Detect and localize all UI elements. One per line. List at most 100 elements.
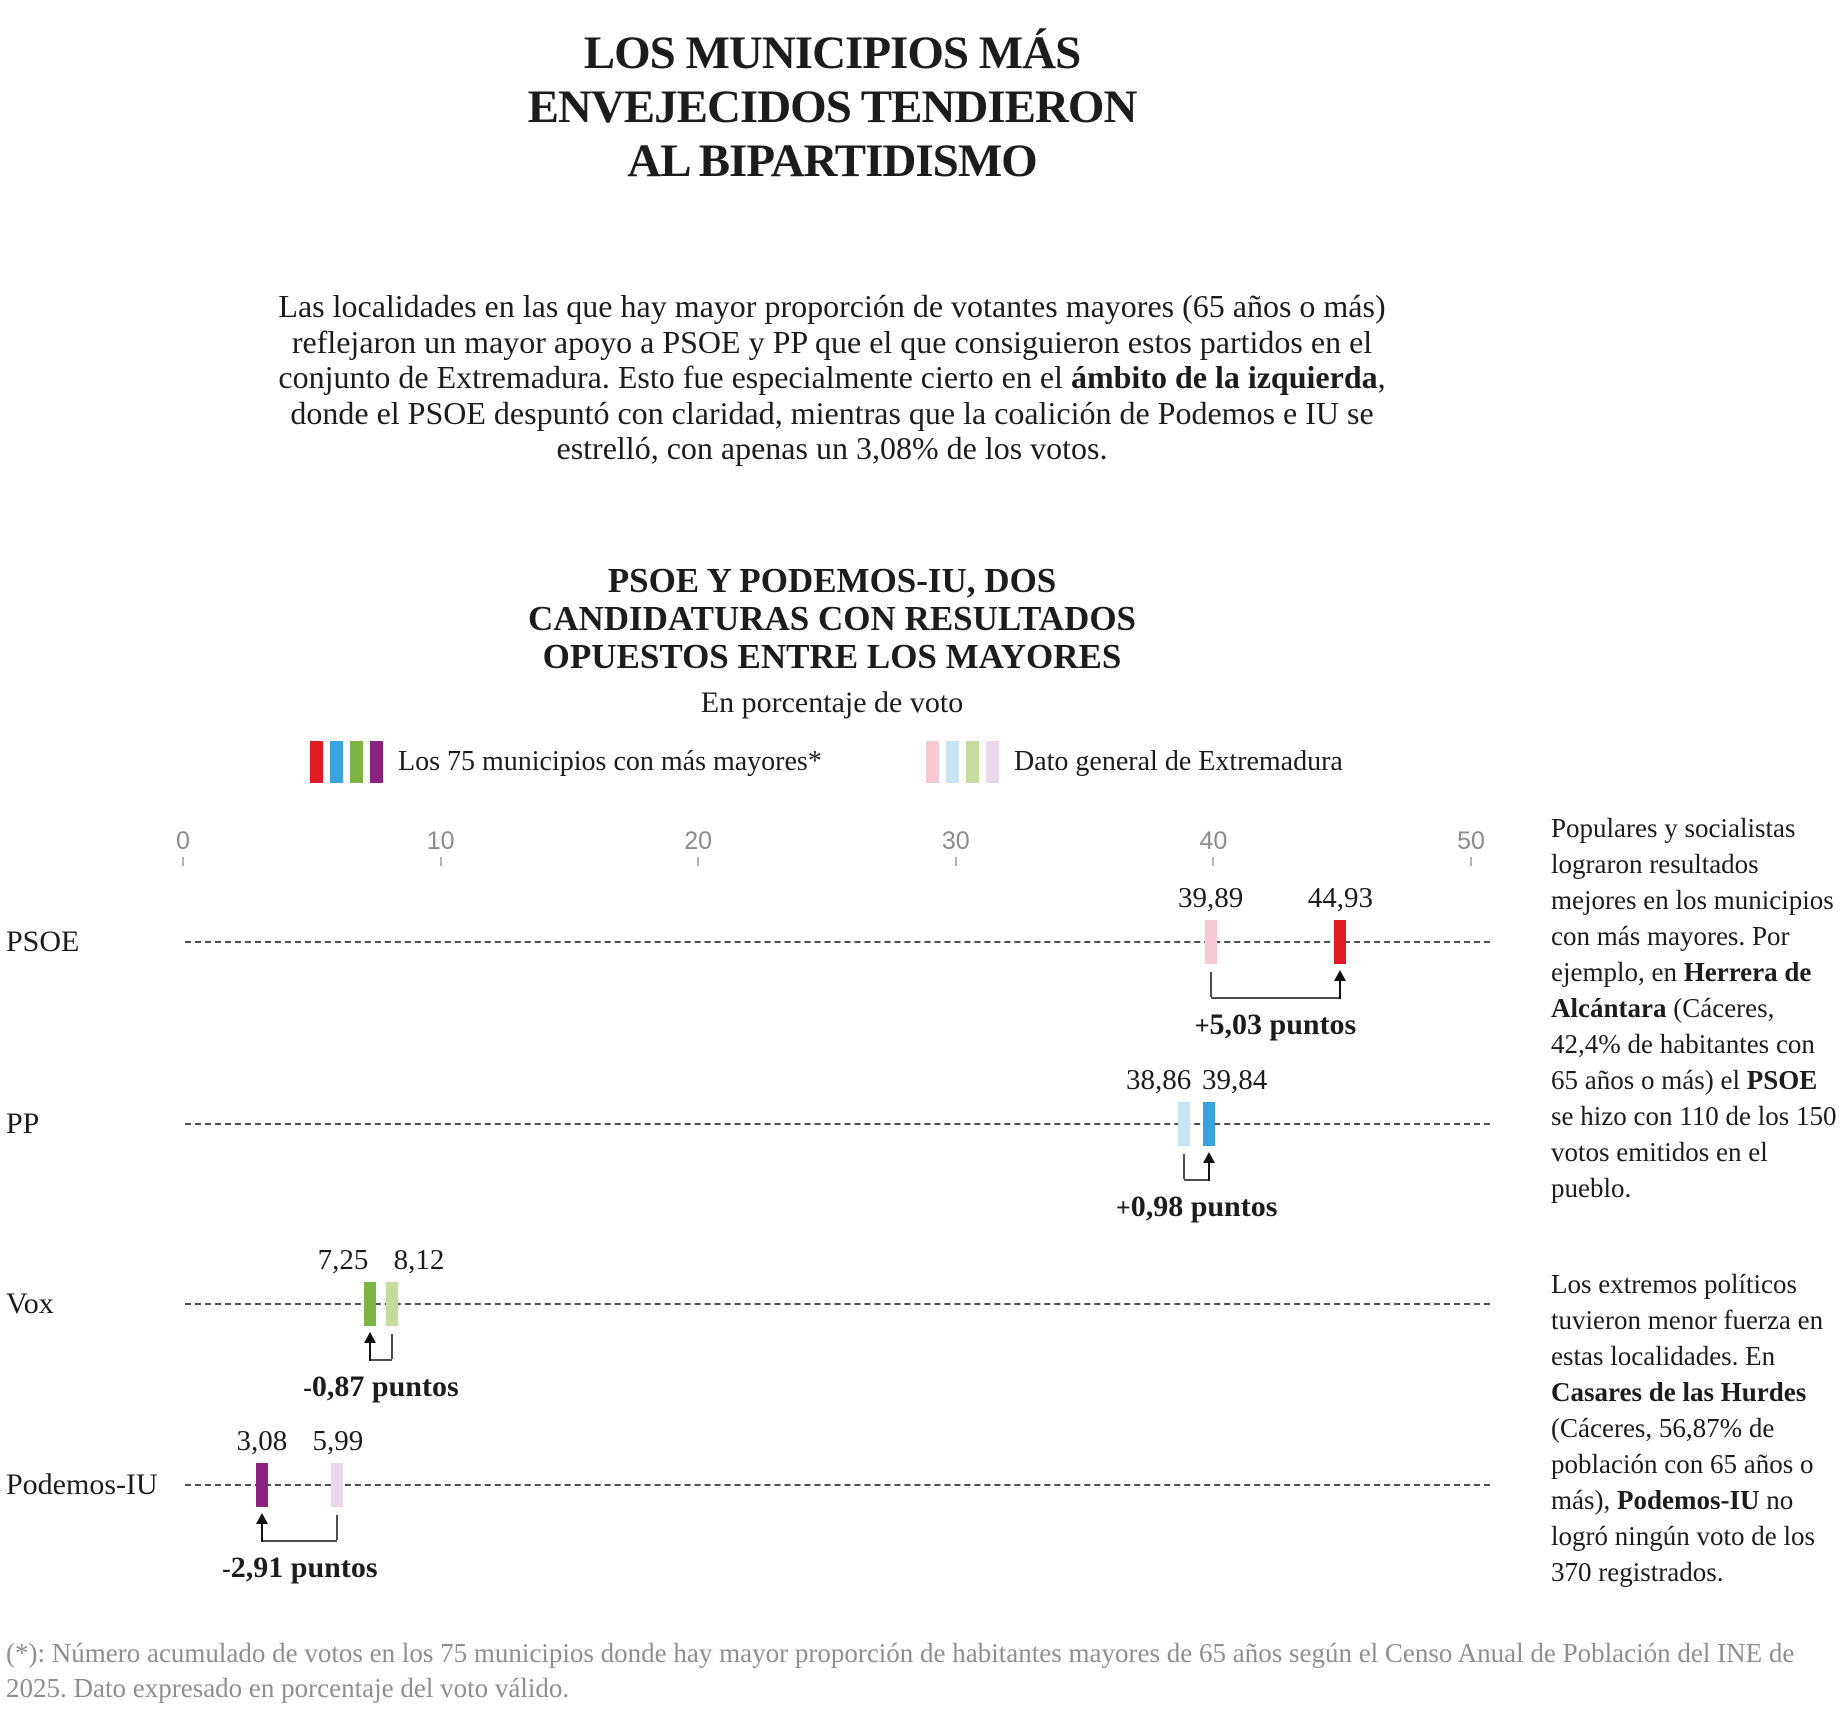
legend-swatch xyxy=(330,741,343,783)
legend-swatch xyxy=(966,741,979,783)
value-label-municipios: 44,93 xyxy=(1307,882,1374,914)
legend-item-extremadura: Dato general de Extremadura xyxy=(926,740,1343,784)
delta-arrow-stem xyxy=(1208,1163,1211,1181)
annotation-bold-text: Podemos-IU xyxy=(1616,1485,1760,1515)
value-label-general: 38,86 xyxy=(1126,1064,1192,1096)
legend-swatch xyxy=(370,741,383,783)
bar-general xyxy=(331,1463,344,1507)
delta-text: 5,03 puntos xyxy=(1209,1008,1357,1041)
annotation-psoe-pp: Populares y socialistas lograron resulta… xyxy=(1551,810,1846,1206)
intro-text: , donde el PSOE despuntó con claridad, m… xyxy=(290,359,1386,466)
delta-bracket-vertical xyxy=(336,1515,339,1540)
axis-tick-mark xyxy=(954,857,957,866)
axis-tick-label: 50 xyxy=(1457,827,1485,855)
axis-tick-mark xyxy=(182,857,184,866)
party-label: PSOE xyxy=(6,925,80,958)
annotation-bold-text: Herrera de Alcántara xyxy=(1551,957,1812,1023)
delta-label: +5,03 puntos xyxy=(1125,1008,1425,1042)
axis-tick-label: 10 xyxy=(426,827,455,855)
delta-arrow-head xyxy=(256,1513,269,1524)
delta-bracket-horizontal xyxy=(1184,1179,1210,1181)
bar-municipios xyxy=(256,1463,269,1507)
delta-text: 2,91 puntos xyxy=(230,1551,378,1584)
legend-label-municipios: Los 75 municipios con más mayores* xyxy=(398,746,822,777)
intro-paragraph: Las localidades en las que hay mayor pro… xyxy=(277,288,1387,467)
annotation-text: (Cáceres, 42,4% de habitantes con 65 año… xyxy=(1551,993,1815,1095)
axis-tick-mark xyxy=(439,857,442,866)
delta-sign: + xyxy=(1115,1193,1131,1222)
annotation-text: Los extremos políticos tuvieron menor fu… xyxy=(1551,1269,1824,1371)
delta-text: 0,87 puntos xyxy=(311,1370,459,1403)
main-title-line: ENVEJECIDOS TENDIERON xyxy=(527,81,1138,133)
legend-swatch xyxy=(310,741,323,783)
legend-swatch xyxy=(350,741,363,783)
main-title-line: AL BIPARTIDISMO xyxy=(627,135,1037,187)
axis-tick-label: 30 xyxy=(941,827,970,855)
value-label-municipios: 39,84 xyxy=(1202,1064,1268,1096)
delta-bracket-vertical xyxy=(1183,1154,1186,1179)
delta-bracket-horizontal xyxy=(1210,997,1341,999)
annotation-text: Populares y socialistas lograron resulta… xyxy=(1551,813,1834,987)
main-title-line: LOS MUNICIPIOS MÁS xyxy=(583,27,1081,79)
chart-title-line: PSOE Y PODEMOS-IU, DOS xyxy=(607,561,1057,600)
annotation-text: se hizo con 110 de los 150 votos emitido… xyxy=(1551,1101,1837,1203)
row-dotted-line xyxy=(185,1484,1490,1486)
delta-text: 0,98 puntos xyxy=(1130,1190,1278,1223)
delta-bracket-horizontal xyxy=(262,1540,338,1542)
axis-tick-mark xyxy=(697,857,700,866)
annotation-text: no logró ningún voto de los 370 registra… xyxy=(1551,1485,1815,1587)
delta-label: -0,87 puntos xyxy=(231,1370,531,1404)
delta-sign: + xyxy=(1194,1011,1210,1040)
value-label-general: 8,12 xyxy=(393,1244,445,1276)
value-label-general: 39,89 xyxy=(1177,882,1244,914)
legend-label-extremadura: Dato general de Extremadura xyxy=(1014,746,1343,777)
bar-general xyxy=(1204,920,1217,964)
delta-bracket-vertical xyxy=(391,1334,394,1359)
row-dotted-line xyxy=(185,941,1490,943)
annotation-extremos: Los extremos políticos tuvieron menor fu… xyxy=(1551,1266,1846,1590)
annotation-text: (Cáceres, 56,87% de población con 65 año… xyxy=(1551,1413,1814,1515)
bar-municipios xyxy=(363,1282,376,1326)
bar-municipios xyxy=(1203,1102,1216,1146)
axis-tick-label: 20 xyxy=(684,827,713,855)
chart-title-line: OPUESTOS ENTRE LOS MAYORES xyxy=(542,637,1122,676)
chart-title: PSOE Y PODEMOS-IU, DOS CANDIDATURAS CON … xyxy=(0,562,1664,676)
legend-swatch xyxy=(986,741,999,783)
main-title: LOS MUNICIPIOS MÁS ENVEJECIDOS TENDIERON… xyxy=(0,26,1664,188)
delta-bracket-horizontal xyxy=(369,1359,393,1361)
delta-arrow-head xyxy=(1203,1152,1216,1163)
bar-municipios xyxy=(1334,920,1347,964)
chart-title-line: CANDIDATURAS CON RESULTADOS xyxy=(527,599,1137,638)
annotation-bold-text: PSOE xyxy=(1746,1065,1818,1095)
legend-swatch xyxy=(926,741,939,783)
axis-tick-mark xyxy=(1212,857,1215,866)
delta-sign: - xyxy=(303,1373,312,1402)
bar-general xyxy=(386,1282,399,1326)
delta-label: -2,91 puntos xyxy=(150,1551,450,1585)
annotation-bold-text: Casares de las Hurdes xyxy=(1551,1377,1807,1407)
party-label: PP xyxy=(6,1107,40,1140)
party-label: Podemos-IU xyxy=(6,1468,158,1501)
axis-tick-label: 40 xyxy=(1199,827,1228,855)
value-label-general: 5,99 xyxy=(312,1425,364,1457)
value-label-municipios: 7,25 xyxy=(317,1244,369,1276)
legend-swatches-municipios xyxy=(310,741,383,783)
axis-tick-label: 0 xyxy=(176,827,190,855)
axis-tick-mark xyxy=(1470,857,1472,866)
legend-swatch xyxy=(946,741,959,783)
intro-text: Las localidades en las que hay mayor pro… xyxy=(278,288,1386,395)
delta-bracket-vertical xyxy=(1209,972,1212,997)
delta-arrow-head xyxy=(363,1332,376,1343)
delta-arrow-stem xyxy=(1339,981,1342,999)
footnote: (*): Número acumulado de votos en los 75… xyxy=(6,1638,1795,1703)
row-dotted-line xyxy=(185,1303,1490,1305)
legend-item-municipios: Los 75 municipios con más mayores* xyxy=(310,740,822,784)
delta-label: +0,98 puntos xyxy=(1047,1190,1347,1224)
delta-sign: - xyxy=(222,1554,231,1583)
row-dotted-line xyxy=(185,1123,1490,1125)
bar-general xyxy=(1178,1102,1191,1146)
intro-bold-text: ámbito de la izquierda xyxy=(1070,359,1378,395)
legend-swatches-extremadura xyxy=(926,741,999,783)
